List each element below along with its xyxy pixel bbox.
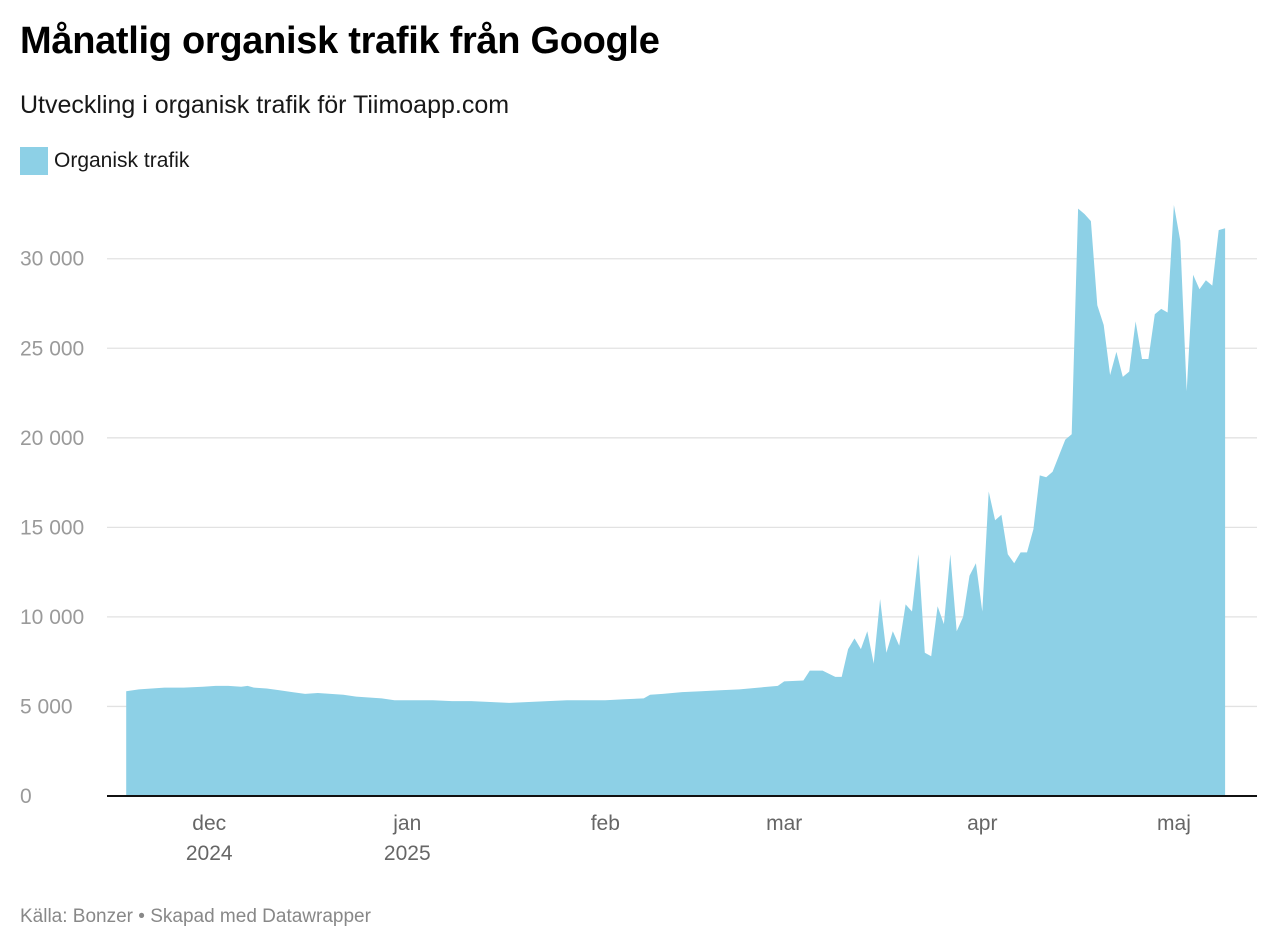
chart-title: Månatlig organisk trafik från Google	[20, 20, 660, 62]
legend-label: Organisk trafik	[54, 149, 190, 172]
x-tick-label: feb	[591, 812, 620, 835]
y-tick-label: 20 000	[20, 427, 84, 450]
y-tick-label: 30 000	[20, 248, 84, 271]
x-tick-label: apr	[967, 812, 997, 835]
x-tick-label: maj	[1157, 812, 1191, 835]
y-tick-label: 25 000	[20, 337, 84, 360]
source-footer: Källa: Bonzer • Skapad med Datawrapper	[20, 906, 371, 927]
legend-swatch	[20, 147, 48, 175]
y-tick-label: 15 000	[20, 516, 84, 539]
y-tick-label: 0	[20, 785, 32, 808]
x-tick-label: jan	[392, 812, 421, 835]
area-chart: 0 5 000 10 000 15 000 20 000 25 000 30 000 dec 2…	[20, 205, 1257, 865]
x-tick-year-label: 2025	[384, 842, 431, 865]
x-tick-label: dec	[192, 812, 226, 835]
series-area	[126, 205, 1226, 796]
legend: Organisk trafik	[20, 147, 189, 175]
chart-subtitle: Utveckling i organisk trafik för Tiimoap…	[20, 91, 510, 119]
y-tick-label: 10 000	[20, 606, 84, 629]
x-tick-year-label: 2024	[186, 842, 233, 865]
x-tick-label: mar	[766, 812, 802, 835]
y-tick-label: 5 000	[20, 695, 73, 718]
